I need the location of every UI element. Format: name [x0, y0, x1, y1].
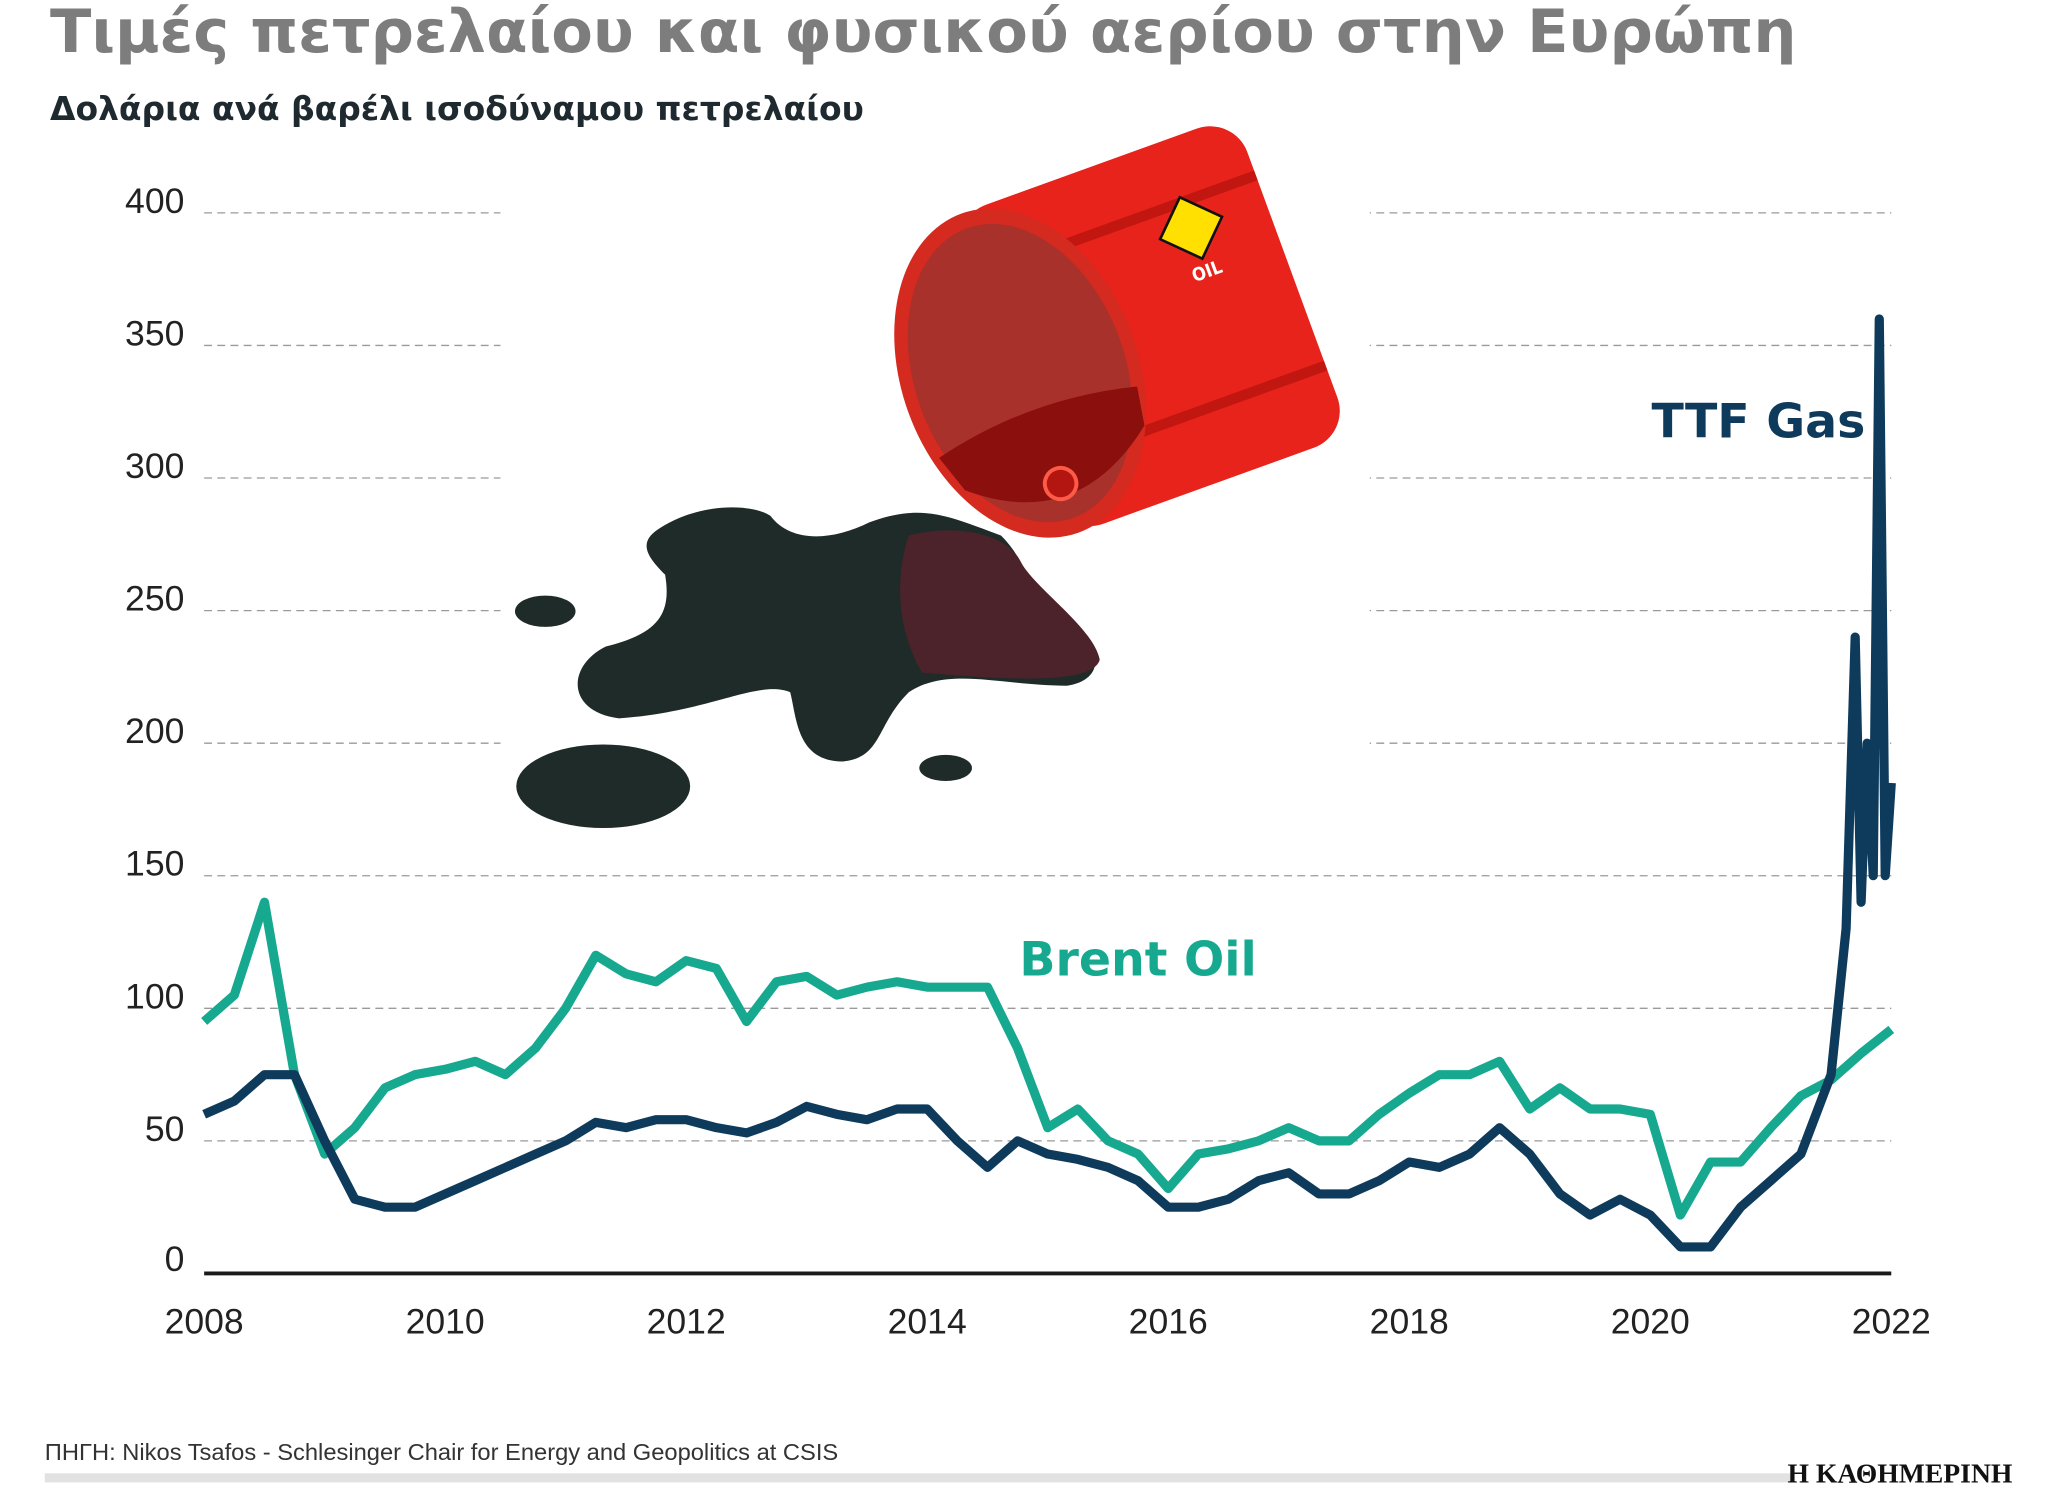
x-tick-label: 2008	[165, 1302, 244, 1342]
chart-subtitle: Δολάρια ανά βαρέλι ισοδύναμου πετρελαίου	[50, 90, 864, 128]
series-lines	[201, 314, 1896, 1252]
oil-barrel-illustration: OIL	[500, 126, 1370, 836]
y-axis-ticks: 0 50 100 150 200 250 300 350 400	[125, 181, 184, 1279]
x-axis-ticks: 2008 2010 2012 2014 2016 2018 2020 2022	[165, 1302, 1931, 1342]
chart-title: Τιμές πετρελαίου και φυσικού αερίου στην…	[50, 0, 1796, 67]
x-tick-label: 2014	[888, 1302, 967, 1342]
x-tick-label: 2022	[1852, 1302, 1931, 1342]
x-tick-label: 2012	[647, 1302, 726, 1342]
footer-bar	[44, 1473, 1794, 1483]
y-tick-label: 350	[125, 314, 184, 354]
ttf-gas-label: TTF Gas	[1652, 395, 1866, 450]
y-tick-label: 100	[125, 976, 184, 1016]
y-tick-label: 400	[125, 181, 184, 221]
x-tick-label: 2018	[1370, 1302, 1449, 1342]
y-tick-label: 50	[145, 1109, 185, 1149]
publisher-logo: Η ΚΑΘΗΜΕΡΙΝΗ	[1787, 1458, 2012, 1489]
source-note: ΠΗΓΗ: Nikos Tsafos - Schlesinger Chair f…	[45, 1440, 838, 1466]
y-tick-label: 150	[125, 844, 184, 884]
x-tick-label: 2016	[1129, 1302, 1208, 1342]
y-tick-label: 0	[165, 1239, 185, 1279]
x-tick-label: 2010	[406, 1302, 485, 1342]
y-tick-label: 300	[125, 446, 184, 486]
brent-oil-label: Brent Oil	[1019, 933, 1256, 988]
x-tick-label: 2020	[1611, 1302, 1690, 1342]
y-tick-label: 200	[125, 711, 184, 751]
y-tick-label: 250	[125, 579, 184, 619]
